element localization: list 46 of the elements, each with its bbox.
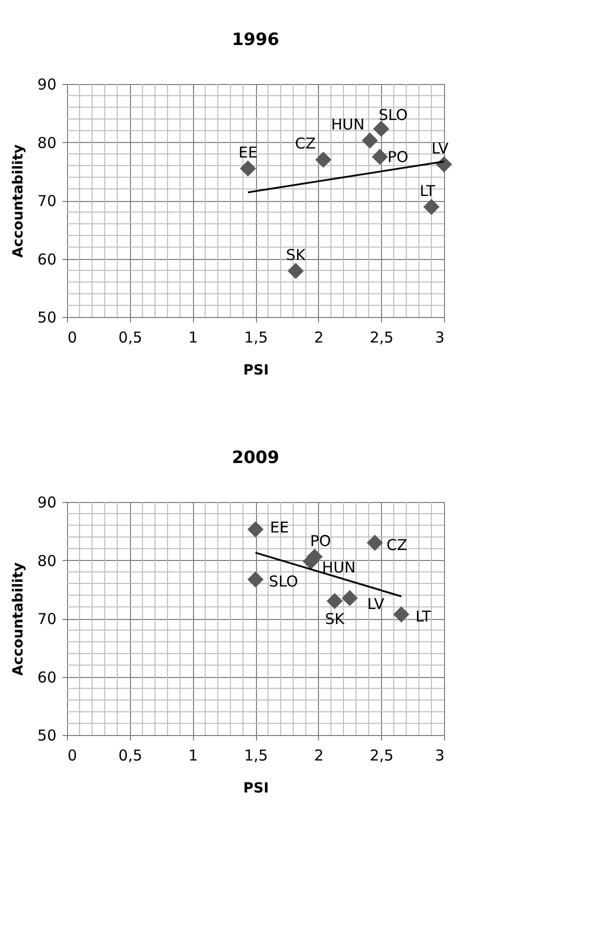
x-tick-label: 0,5 — [118, 746, 142, 764]
y-tick-label: 60 — [37, 250, 56, 268]
annotation: PO — [310, 532, 331, 550]
x-axis-title: PSI — [243, 780, 269, 796]
y-tick-label: 90 — [37, 76, 56, 94]
annotation: LV — [432, 139, 450, 158]
annotation: CZ — [386, 536, 408, 554]
annotation: LT — [416, 607, 432, 626]
annotation: SLO — [268, 572, 298, 590]
annotation: HUN — [322, 558, 356, 576]
y-tick-label: 70 — [37, 610, 56, 628]
annotation: PO — [387, 148, 408, 166]
annotation: EE — [270, 518, 289, 536]
annotation: EE — [238, 143, 258, 162]
y-axis-title: Accountability — [10, 562, 26, 676]
x-tick-label: 2,5 — [370, 328, 394, 346]
x-tick-label: 0 — [68, 328, 78, 346]
y-tick-label: 80 — [37, 552, 56, 570]
y-axis-title: Accountability — [10, 144, 26, 258]
annotation: HUN — [331, 116, 365, 134]
annotation: SK — [286, 246, 307, 264]
x-tick-label: 1,5 — [244, 328, 268, 346]
x-tick-label: 2 — [314, 746, 324, 764]
y-tick-label: 80 — [37, 134, 56, 152]
annotation: CZ — [294, 134, 316, 153]
annotation: SK — [324, 610, 346, 628]
y-tick-label: 60 — [37, 668, 56, 686]
y-tick-label: 70 — [37, 192, 56, 210]
x-tick-label: 1,5 — [244, 746, 268, 764]
chart-title: 1996 — [232, 30, 280, 50]
x-tick-label: 2 — [314, 328, 324, 346]
x-tick-label: 0 — [68, 746, 78, 764]
y-tick-label: 50 — [37, 726, 56, 744]
x-tick-label: 1 — [188, 746, 198, 764]
y-tick-label: 90 — [37, 494, 56, 512]
y-tick-label: 50 — [37, 308, 56, 326]
annotation: LT — [420, 182, 436, 200]
x-tick-label: 1 — [188, 328, 198, 346]
annotation: SLO — [378, 106, 408, 124]
x-tick-label: 3 — [434, 746, 444, 764]
chart-title: 2009 — [232, 448, 280, 468]
x-tick-label: 2,5 — [370, 746, 394, 764]
annotation: LV — [367, 595, 385, 614]
x-tick-label: 3 — [434, 328, 444, 346]
x-tick-label: 0,5 — [118, 328, 142, 346]
x-axis-title: PSI — [243, 362, 269, 378]
